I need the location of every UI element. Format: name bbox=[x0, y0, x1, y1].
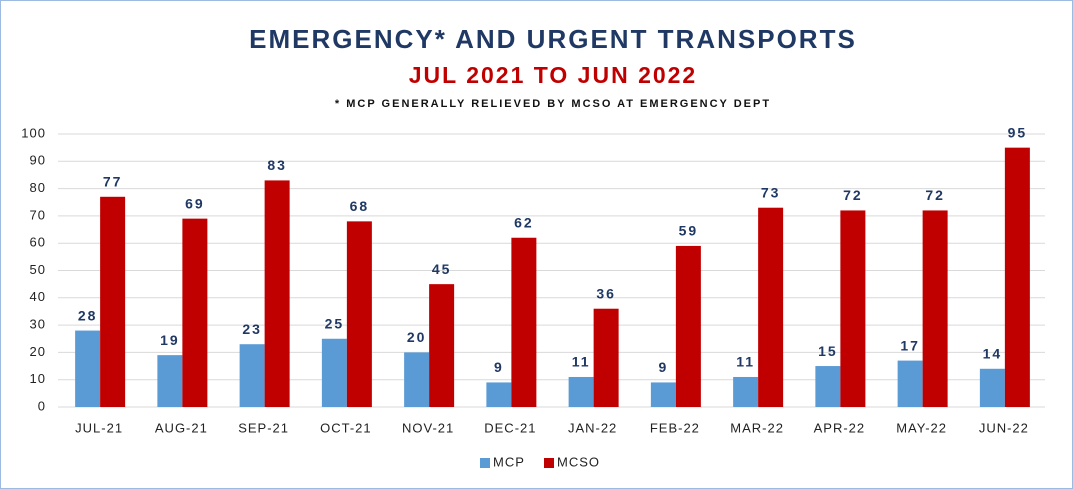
bar bbox=[650, 382, 676, 407]
value-label: 59 bbox=[679, 223, 699, 239]
legend-label: MCSO bbox=[557, 454, 600, 469]
legend-swatch bbox=[544, 458, 554, 468]
y-tick-label: 40 bbox=[30, 289, 46, 304]
value-label: 69 bbox=[185, 195, 205, 211]
y-tick-label: 10 bbox=[30, 371, 46, 386]
legend-swatch bbox=[480, 458, 490, 468]
bar bbox=[100, 196, 126, 407]
legend-label: MCP bbox=[493, 454, 525, 469]
bar bbox=[511, 237, 537, 407]
value-label: 15 bbox=[818, 343, 838, 359]
value-label: 36 bbox=[596, 285, 616, 301]
value-label: 9 bbox=[494, 359, 504, 375]
value-label: 83 bbox=[267, 157, 287, 173]
bar bbox=[593, 308, 619, 407]
x-tick-label: JUL-21 bbox=[75, 420, 123, 435]
bar bbox=[675, 245, 701, 407]
value-label: 72 bbox=[843, 187, 863, 203]
bar bbox=[182, 218, 208, 407]
value-label: 11 bbox=[572, 354, 591, 370]
value-label: 95 bbox=[1008, 124, 1028, 140]
bar bbox=[922, 210, 948, 407]
bar bbox=[321, 338, 347, 407]
y-tick-label: 60 bbox=[30, 235, 46, 250]
y-tick-label: 80 bbox=[30, 180, 46, 195]
chart-note: * MCP GENERALLY RELIEVED BY MCSO AT EMER… bbox=[335, 98, 771, 110]
bar bbox=[1004, 147, 1030, 407]
y-tick-label: 50 bbox=[30, 262, 46, 277]
value-label: 68 bbox=[350, 198, 370, 214]
y-tick-label: 100 bbox=[21, 125, 46, 140]
bar bbox=[75, 330, 101, 407]
value-label: 20 bbox=[407, 329, 427, 345]
value-label: 14 bbox=[983, 345, 1003, 361]
value-label: 62 bbox=[514, 214, 534, 230]
bar bbox=[733, 376, 759, 407]
bar bbox=[404, 352, 430, 407]
y-tick-label: 30 bbox=[30, 317, 46, 332]
bar bbox=[429, 284, 455, 407]
x-tick-label: JUN-22 bbox=[979, 420, 1029, 435]
value-label: 28 bbox=[78, 307, 98, 323]
value-label: 19 bbox=[160, 332, 180, 348]
value-label: 45 bbox=[432, 261, 452, 277]
bar bbox=[264, 180, 290, 407]
value-label: 23 bbox=[242, 321, 262, 337]
value-label: 17 bbox=[900, 337, 920, 353]
x-tick-label: APR-22 bbox=[814, 420, 866, 435]
x-tick-label: MAR-22 bbox=[730, 420, 784, 435]
y-tick-label: 90 bbox=[30, 153, 46, 168]
bar bbox=[346, 221, 372, 407]
bar bbox=[979, 368, 1005, 407]
x-tick-label: AUG-21 bbox=[155, 420, 208, 435]
y-tick-label: 0 bbox=[38, 398, 46, 413]
x-tick-label: SEP-21 bbox=[238, 420, 289, 435]
value-label: 25 bbox=[325, 315, 345, 331]
x-tick-label: DEC-21 bbox=[484, 420, 536, 435]
chart-title: EMERGENCY* AND URGENT TRANSPORTS bbox=[249, 24, 857, 54]
bar bbox=[815, 366, 841, 407]
chart-subtitle: JUL 2021 TO JUN 2022 bbox=[409, 62, 697, 88]
value-label: 11 bbox=[736, 354, 755, 370]
bar bbox=[157, 355, 183, 407]
y-tick-label: 20 bbox=[30, 344, 46, 359]
value-label: 77 bbox=[103, 173, 123, 189]
bar bbox=[486, 382, 512, 407]
x-tick-label: NOV-21 bbox=[402, 420, 454, 435]
x-tick-label: FEB-22 bbox=[650, 420, 700, 435]
bar bbox=[758, 207, 784, 407]
value-label: 73 bbox=[761, 184, 781, 200]
bar bbox=[239, 344, 265, 407]
y-tick-label: 70 bbox=[30, 207, 46, 222]
x-tick-label: JAN-22 bbox=[568, 420, 617, 435]
bar bbox=[897, 360, 923, 407]
x-tick-label: MAY-22 bbox=[896, 420, 947, 435]
value-label: 72 bbox=[925, 187, 945, 203]
value-label: 9 bbox=[658, 359, 668, 375]
bar bbox=[568, 376, 594, 407]
x-tick-label: OCT-21 bbox=[320, 420, 372, 435]
bar bbox=[840, 210, 866, 407]
